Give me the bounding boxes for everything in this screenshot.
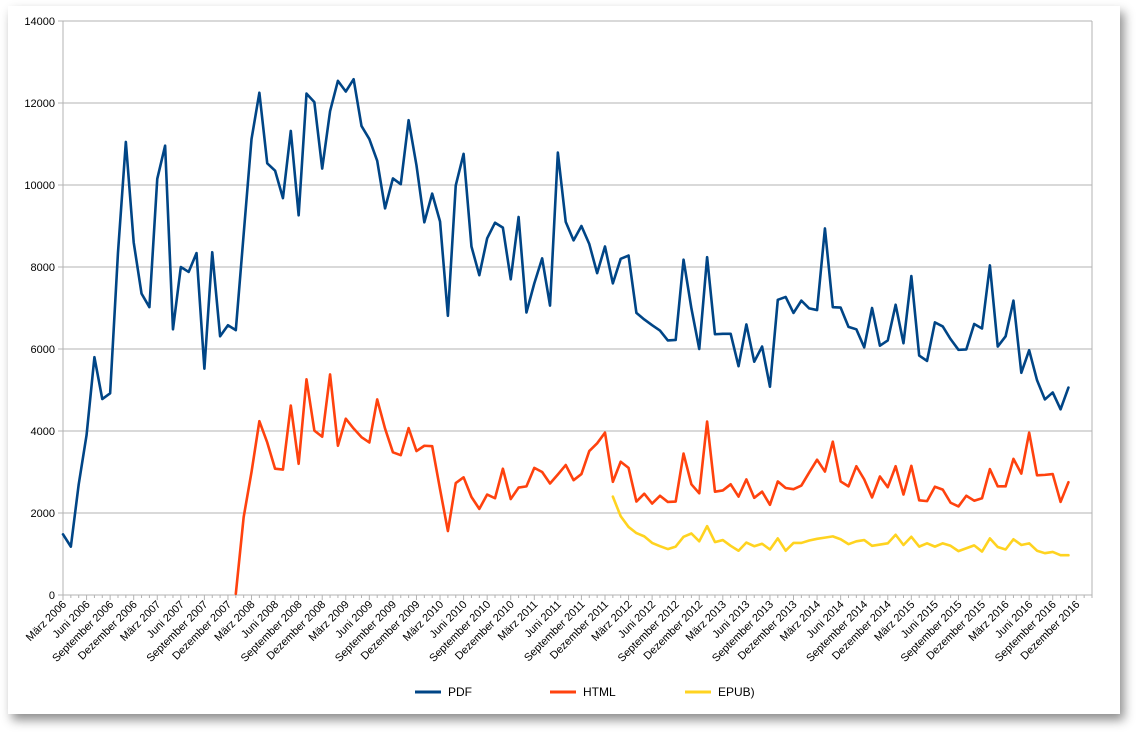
series-line-epub [611, 495, 1070, 557]
series-line-html [234, 373, 1070, 596]
legend-label: HTML [583, 685, 616, 699]
series-line-pdf [61, 77, 1070, 548]
legend: PDF HTML EPUB) [415, 685, 755, 699]
y-tick-label: 10000 [24, 180, 55, 192]
y-tick-label: 14000 [24, 16, 55, 28]
y-tick-label: 4000 [31, 426, 55, 438]
gridlines [62, 20, 1093, 596]
y-tick-label: 12000 [24, 98, 55, 110]
y-axis: 0 2000 4000 6000 8000 10000 12000 14000 [24, 16, 63, 602]
y-tick-label: 2000 [31, 508, 55, 520]
line-chart: 0 2000 4000 6000 8000 10000 12000 14000 März 20… [24, 16, 1093, 699]
series-lines [61, 77, 1070, 596]
chart-frame: 0 2000 4000 6000 8000 10000 12000 14000 März 20… [8, 6, 1120, 714]
y-tick-label: 0 [49, 590, 55, 602]
y-tick-label: 6000 [31, 344, 55, 356]
legend-label: EPUB) [718, 685, 755, 699]
legend-label: PDF [448, 685, 472, 699]
y-tick-label: 8000 [31, 262, 55, 274]
